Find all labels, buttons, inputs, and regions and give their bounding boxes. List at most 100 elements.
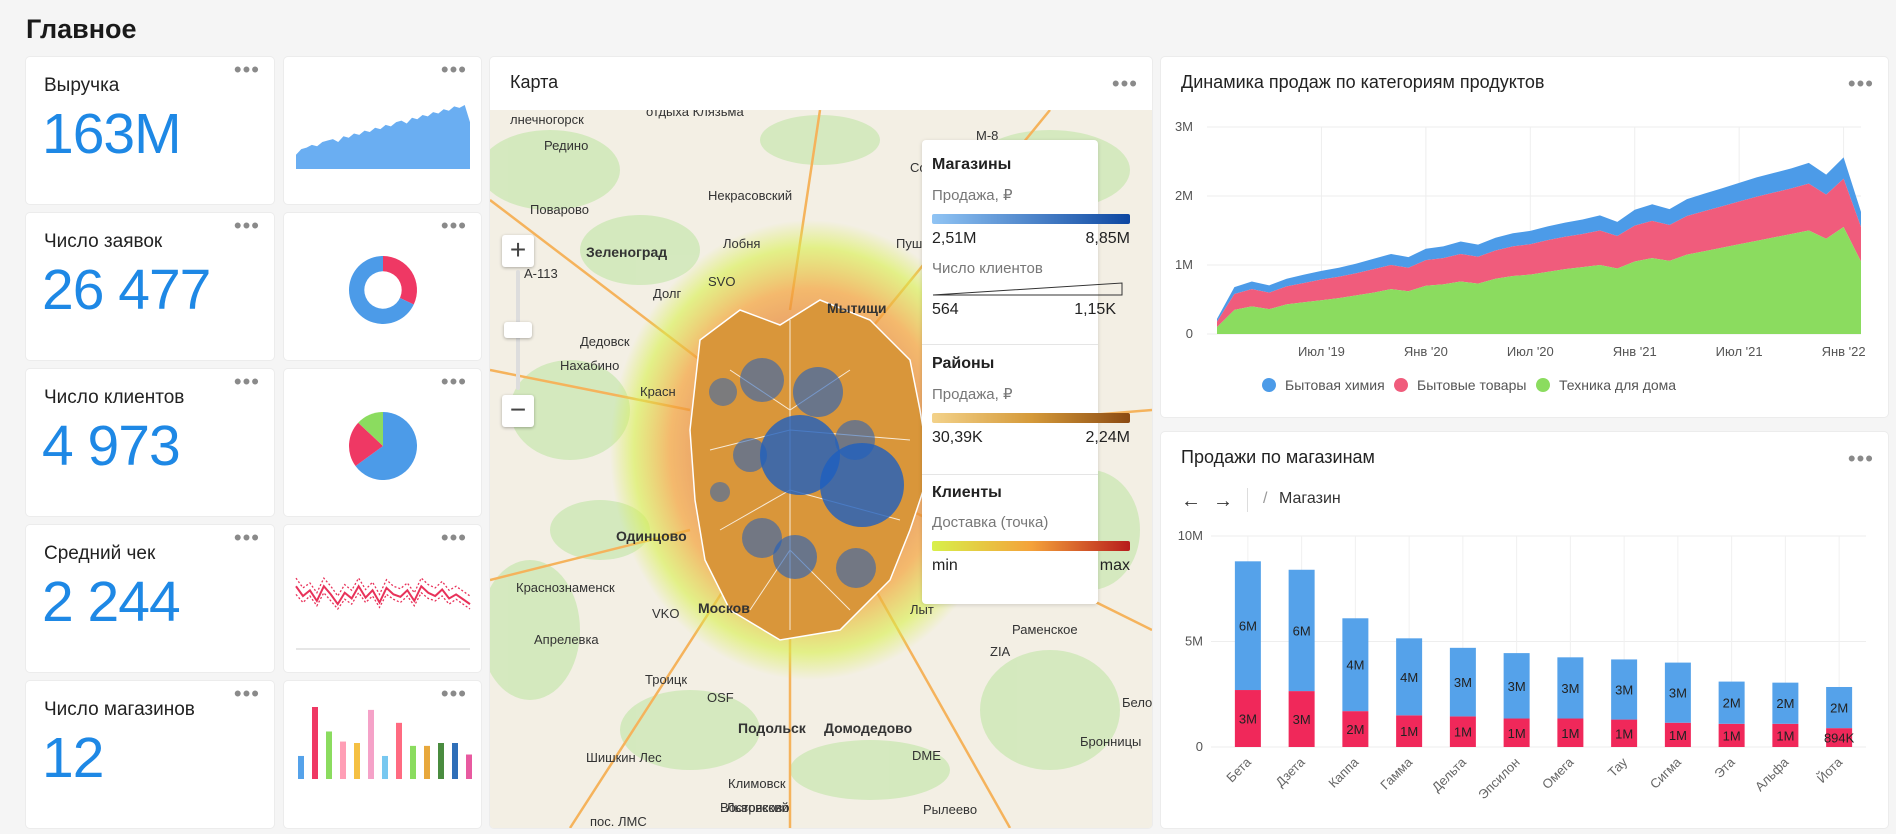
pie-slice bbox=[349, 422, 383, 466]
bar-segment[interactable] bbox=[1557, 718, 1584, 747]
bar-segment[interactable] bbox=[1772, 682, 1799, 724]
bar-segment[interactable] bbox=[1772, 723, 1799, 747]
more-dots-icon[interactable]: ••• bbox=[233, 213, 260, 238]
map-canvas[interactable]: лнечногорск отдыха Клязьма Редино Некрасовс… bbox=[490, 110, 1152, 828]
mini-bar bbox=[354, 743, 360, 779]
legend-clients-gradient bbox=[932, 541, 1130, 551]
breadcrumb[interactable]: Магазин bbox=[1279, 490, 1341, 507]
mini-bar bbox=[382, 755, 388, 779]
legend-stores-gradient bbox=[932, 214, 1130, 224]
legend-item[interactable]: Бытовая химия bbox=[1262, 377, 1385, 393]
bar-segment[interactable] bbox=[1396, 715, 1423, 747]
bar-segment[interactable] bbox=[1503, 718, 1530, 747]
more-dots-icon[interactable]: ••• bbox=[233, 369, 260, 394]
bar-segment[interactable] bbox=[1234, 690, 1261, 747]
map-place-label: Нахабино bbox=[560, 358, 620, 373]
bar-data-label: 3M bbox=[1615, 683, 1633, 698]
bar-segment[interactable] bbox=[1718, 681, 1745, 724]
back-arrow-icon[interactable]: ← bbox=[1181, 490, 1201, 512]
more-dots-icon[interactable]: ••• bbox=[233, 525, 260, 550]
bar-segment[interactable] bbox=[1664, 662, 1691, 723]
bar-data-label: 2M bbox=[1723, 696, 1741, 711]
more-dots-icon[interactable]: ••• bbox=[440, 57, 467, 82]
bar-segment[interactable] bbox=[1396, 638, 1423, 716]
bar-data-label: 3M bbox=[1293, 712, 1311, 727]
more-dots-icon[interactable]: ••• bbox=[233, 57, 260, 82]
kpi-label: Число магазинов bbox=[44, 699, 195, 720]
bar-segment[interactable] bbox=[1664, 722, 1691, 747]
map-place-label: Подольск bbox=[738, 720, 806, 736]
legend-stores-max: 8,85M bbox=[1085, 230, 1130, 247]
bar-data-label: 1M bbox=[1776, 728, 1794, 743]
bar-data-label: 894K bbox=[1824, 731, 1855, 746]
requests-donut-card: ••• bbox=[284, 213, 481, 360]
sales-dynamics-title: Динамика продаж по категориям продуктов bbox=[1181, 72, 1545, 92]
legend-size-wedge bbox=[932, 282, 1123, 296]
more-dots-icon[interactable]: ••• bbox=[440, 681, 467, 706]
bar-data-label: 3M bbox=[1508, 679, 1526, 694]
mini-bar bbox=[438, 743, 444, 779]
line-series bbox=[295, 591, 471, 611]
map-legend: Магазины Продажа, ₽ 2,51M 8,85M Число кл… bbox=[922, 140, 1130, 604]
mini-bar bbox=[340, 741, 346, 779]
bar-segment[interactable] bbox=[1826, 728, 1853, 747]
kpi-value: 26 477 bbox=[42, 258, 211, 322]
bar-data-label: 1M bbox=[1400, 724, 1418, 739]
kpi-card: ••• Средний чек 2 244 bbox=[26, 525, 274, 672]
breadcrumb-separator: / bbox=[1263, 490, 1268, 507]
legend-districts-metric: Продажа, ₽ bbox=[932, 386, 1013, 403]
legend-item[interactable]: Бытовые товары bbox=[1394, 377, 1526, 393]
bar-segment[interactable] bbox=[1557, 657, 1584, 719]
zoom-in-button[interactable]: + bbox=[502, 235, 534, 267]
map-place-label: M-8 bbox=[976, 128, 999, 143]
more-dots-icon[interactable]: ••• bbox=[233, 681, 260, 706]
requests-donut-chart bbox=[349, 256, 417, 324]
kpi-card: ••• Число заявок 26 477 bbox=[26, 213, 274, 360]
map-card: Карта ••• bbox=[490, 57, 1152, 828]
legend-districts-max: 2,24M bbox=[1085, 429, 1130, 446]
clients-pie-card: ••• bbox=[284, 369, 481, 516]
bar-segment[interactable] bbox=[1718, 723, 1745, 747]
store-sales-card: Продажи по магазинам ••• ← → / Магазин 0… bbox=[1161, 432, 1888, 828]
bar-segment[interactable] bbox=[1611, 659, 1638, 720]
bar-segment[interactable] bbox=[1288, 569, 1315, 692]
donut-hole bbox=[364, 271, 402, 309]
kpi-card: ••• Число клиентов 4 973 bbox=[26, 369, 274, 516]
forward-arrow-icon[interactable]: → bbox=[1213, 490, 1233, 512]
bar-segment[interactable] bbox=[1503, 653, 1530, 719]
bar-segment[interactable] bbox=[1826, 686, 1853, 729]
y-tick-label: 0 bbox=[1186, 326, 1193, 341]
bar-data-label: 3M bbox=[1454, 675, 1472, 690]
mini-bar bbox=[452, 743, 458, 779]
zoom-out-button[interactable]: − bbox=[502, 395, 534, 427]
legend-item[interactable]: Техника для дома bbox=[1536, 377, 1676, 393]
bar-data-label: 3M bbox=[1561, 681, 1579, 696]
map-place-label: Лыт bbox=[910, 602, 934, 617]
bar-data-label: 1M bbox=[1669, 728, 1687, 743]
bar-segment[interactable] bbox=[1342, 618, 1369, 712]
bar-segment[interactable] bbox=[1234, 561, 1261, 691]
zoom-slider-handle[interactable] bbox=[504, 322, 532, 338]
clients-pie-chart bbox=[349, 412, 417, 480]
bar-segment[interactable] bbox=[1611, 719, 1638, 747]
map-place-label: A-113 bbox=[524, 266, 558, 281]
map-place-label: Дедовск bbox=[580, 334, 630, 349]
legend-stores-title: Магазины bbox=[932, 156, 1012, 173]
more-dots-icon[interactable]: ••• bbox=[440, 213, 467, 238]
more-dots-icon[interactable]: ••• bbox=[440, 525, 467, 550]
more-dots-icon[interactable]: ••• bbox=[1847, 71, 1874, 96]
bar-segment[interactable] bbox=[1449, 716, 1476, 747]
legend-label: Техника для дома bbox=[1559, 377, 1676, 393]
zoom-slider[interactable] bbox=[504, 270, 532, 390]
more-dots-icon[interactable]: ••• bbox=[1111, 71, 1138, 96]
more-dots-icon[interactable]: ••• bbox=[440, 369, 467, 394]
bar-data-label: 6M bbox=[1293, 623, 1311, 638]
bar-segment[interactable] bbox=[1449, 647, 1476, 717]
bar-segment[interactable] bbox=[1288, 691, 1315, 747]
mini-bar bbox=[312, 707, 318, 779]
legend-districts-min: 30,39K bbox=[932, 429, 983, 446]
map-place-label: Москов bbox=[698, 600, 750, 616]
more-dots-icon[interactable]: ••• bbox=[1847, 446, 1874, 471]
map-place-label: Долг bbox=[653, 286, 682, 301]
bar-segment[interactable] bbox=[1342, 711, 1369, 747]
